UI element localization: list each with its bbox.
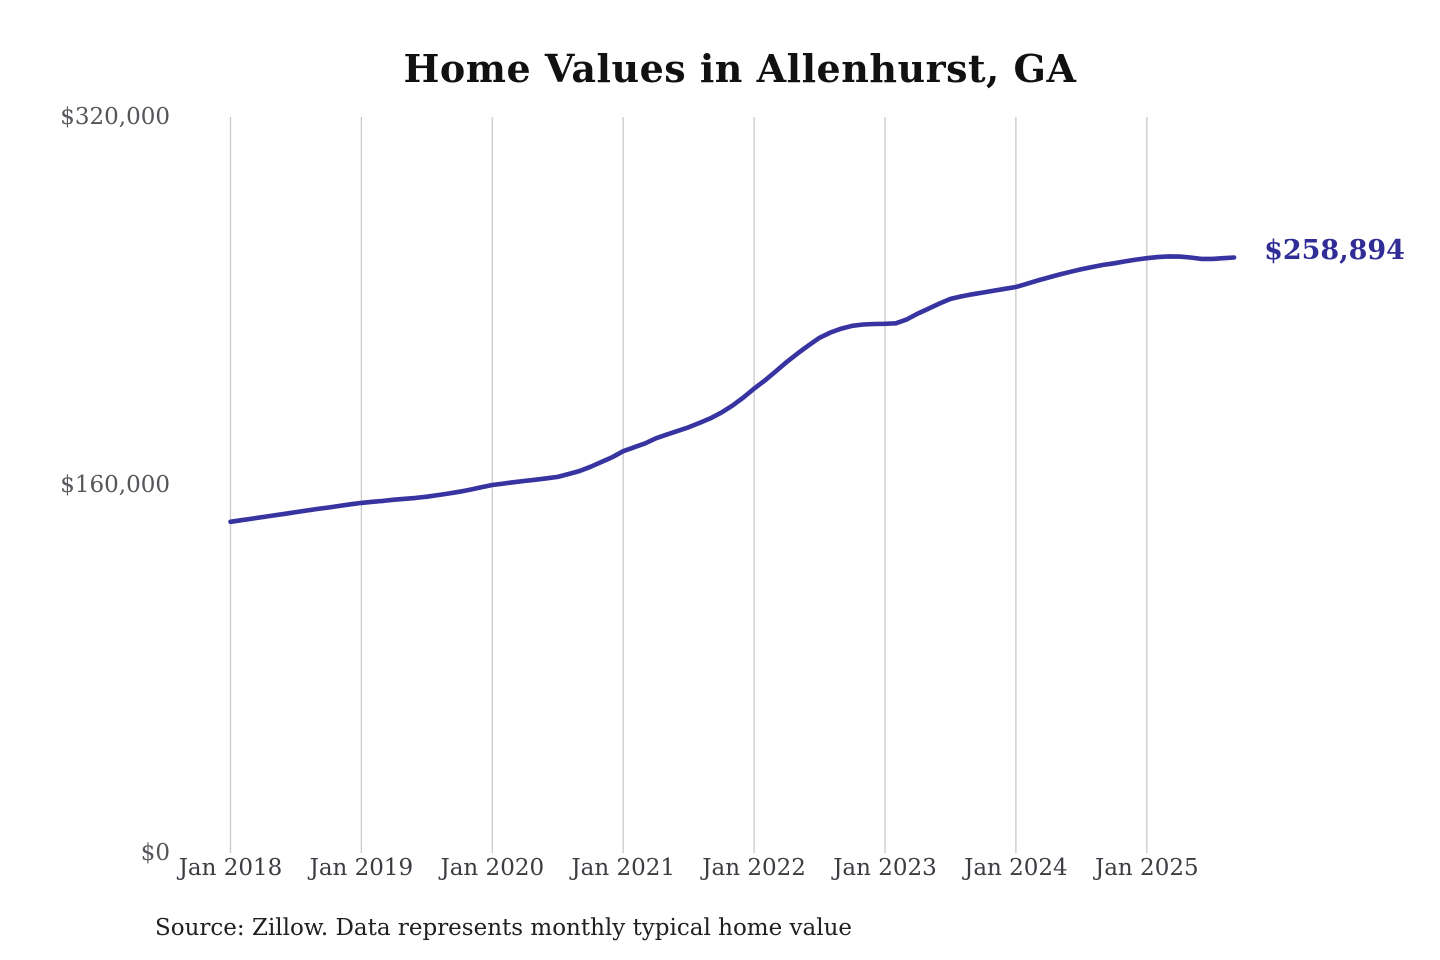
x-tick-label: Jan 2018: [178, 855, 283, 881]
x-tick-label: Jan 2019: [309, 855, 414, 881]
x-tick-label: Jan 2021: [571, 855, 675, 881]
chart-title: Home Values in Allenhurst, GA: [403, 46, 1077, 91]
x-tick-label: Jan 2020: [440, 855, 545, 881]
x-tick-label: Jan 2022: [702, 855, 806, 881]
y-tick-label: $320,000: [60, 104, 170, 130]
x-tick-label: Jan 2023: [833, 855, 937, 881]
source-note: Source: Zillow. Data represents monthly …: [155, 915, 853, 941]
gridlines: [229, 117, 1148, 853]
end-value-label: $258,894: [1264, 234, 1405, 266]
value-line: [228, 254, 1237, 525]
y-tick-label: $0: [140, 840, 170, 866]
x-tick-label: Jan 2024: [964, 855, 1068, 881]
y-tick-label: $160,000: [60, 472, 170, 498]
x-tick-label: Jan 2025: [1095, 855, 1199, 881]
